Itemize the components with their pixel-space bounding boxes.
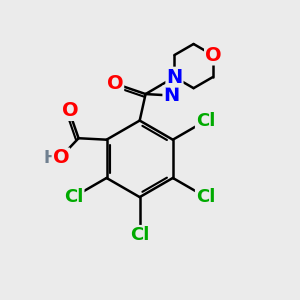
Text: O: O bbox=[62, 101, 79, 120]
Text: Cl: Cl bbox=[196, 188, 215, 206]
Text: Cl: Cl bbox=[64, 188, 84, 206]
Text: H: H bbox=[43, 149, 57, 167]
Text: O: O bbox=[52, 148, 69, 167]
Text: Cl: Cl bbox=[130, 226, 149, 244]
Text: O: O bbox=[106, 74, 123, 93]
Text: N: N bbox=[166, 68, 183, 87]
Text: N: N bbox=[164, 86, 180, 105]
Text: Cl: Cl bbox=[196, 112, 215, 130]
Text: O: O bbox=[205, 46, 222, 64]
